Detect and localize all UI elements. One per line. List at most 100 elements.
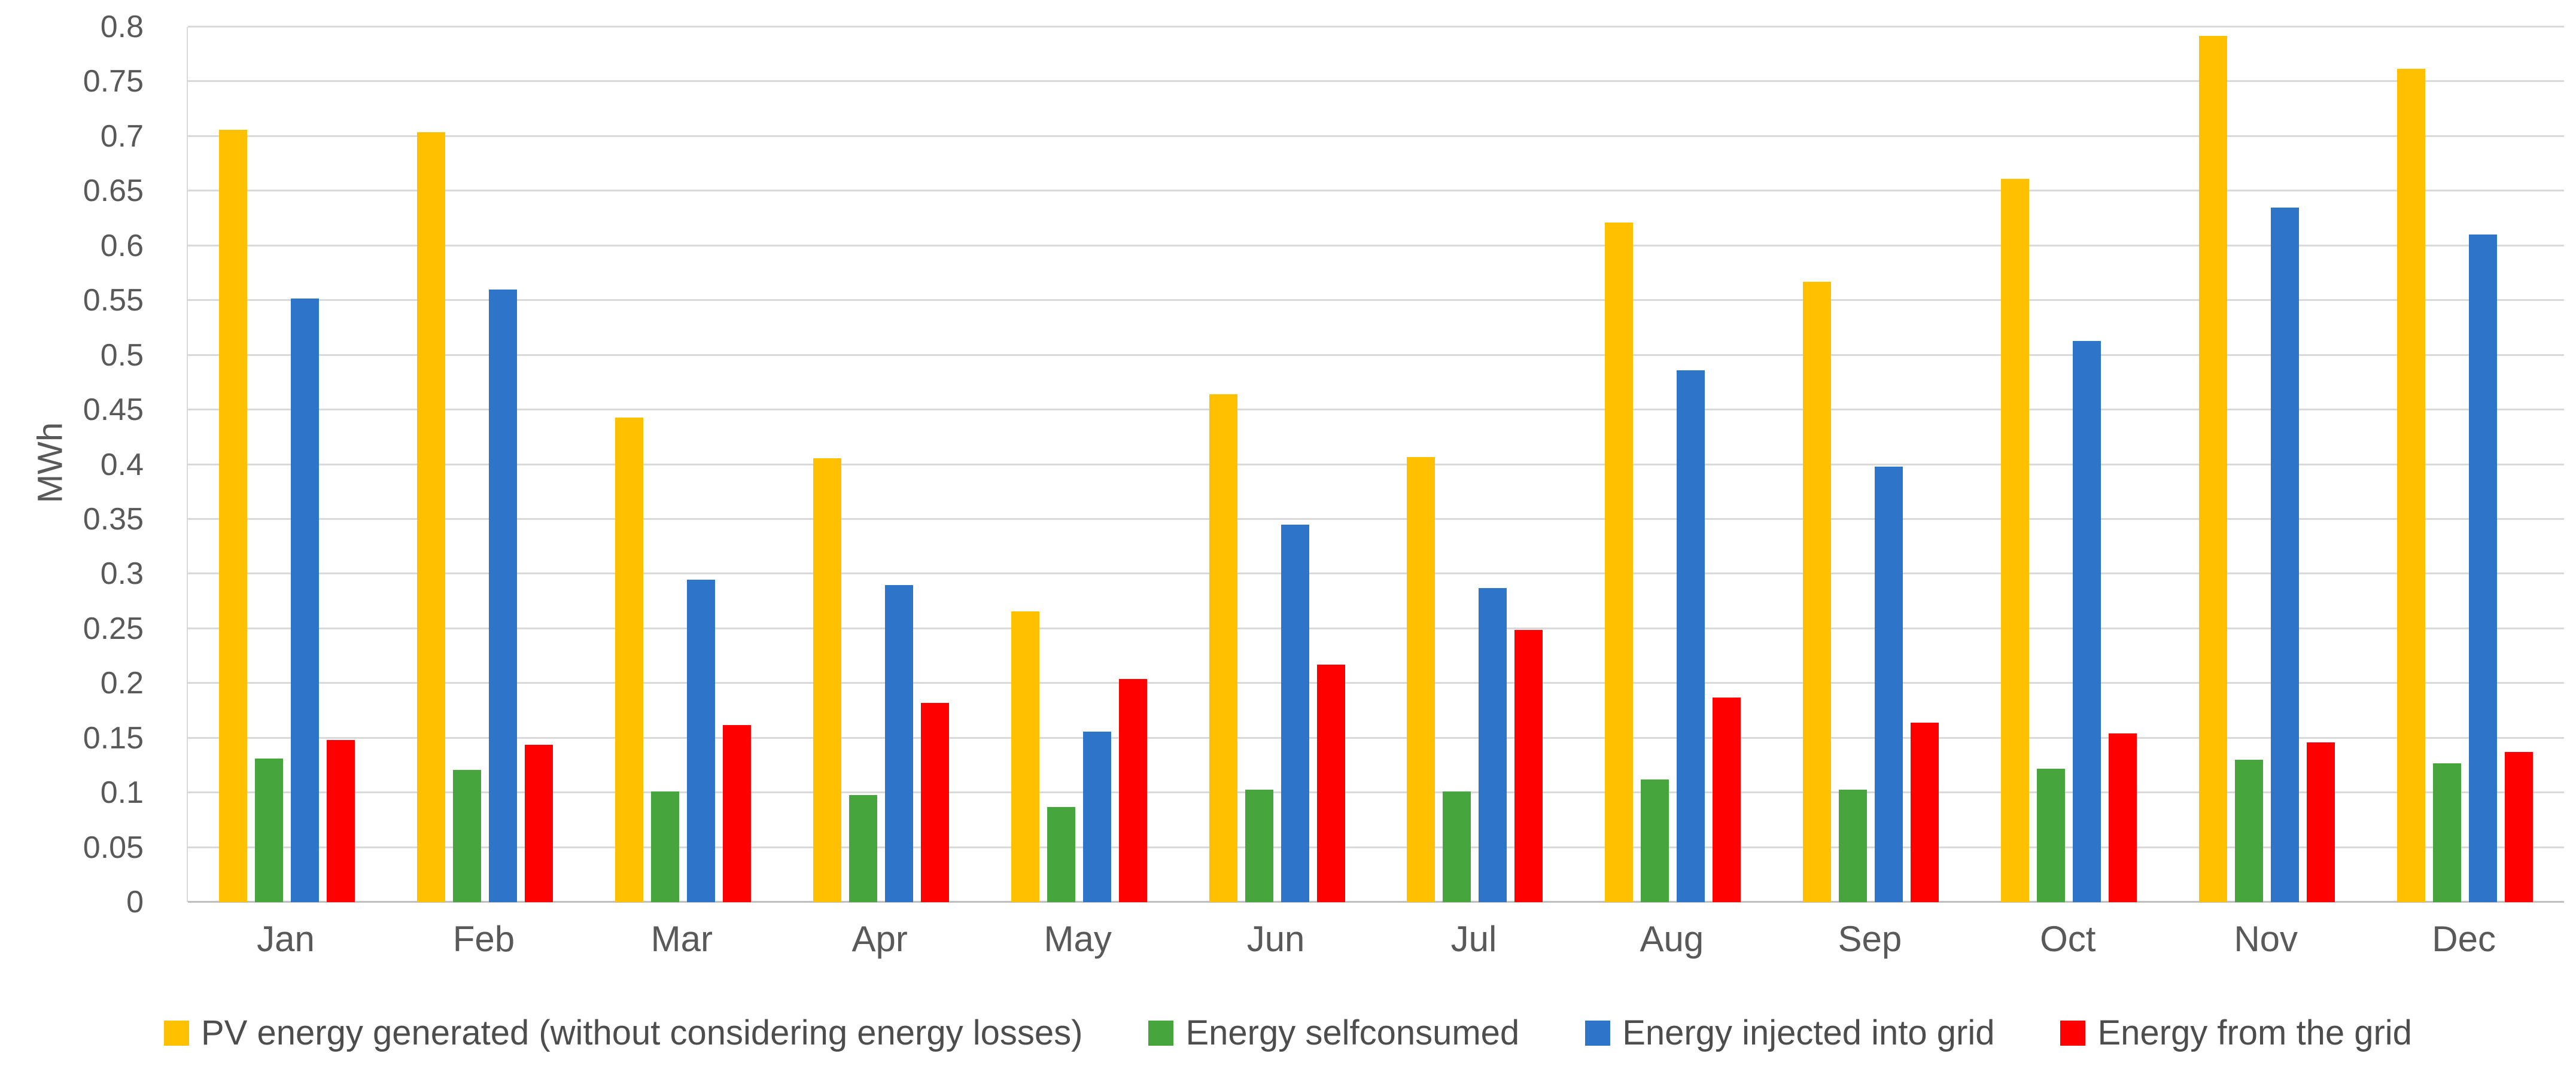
gridline (188, 135, 2564, 137)
bar (1245, 789, 1273, 902)
bar (326, 740, 355, 902)
bar (1407, 456, 1435, 902)
bar (1118, 678, 1147, 902)
bar (1641, 779, 1669, 902)
y-tick-label: 0.45 (83, 392, 144, 428)
x-category-label: Nov (2234, 919, 2298, 959)
legend-swatch-icon (2060, 1020, 2086, 1046)
bar-group-mar (584, 27, 782, 902)
bar-group-jun (1178, 27, 1376, 902)
x-category-label: Aug (1640, 919, 1704, 959)
bar (1803, 282, 1832, 902)
legend-item: Energy selfconsumed (1148, 1013, 1519, 1053)
gridline (188, 80, 2564, 83)
bar (2271, 207, 2300, 902)
bar (2433, 763, 2462, 902)
bar (722, 724, 751, 902)
bar (2001, 179, 2030, 902)
y-tick-label: 0.2 (100, 666, 144, 701)
x-category-label: Apr (851, 919, 908, 959)
y-tick-label: 0.8 (100, 10, 144, 44)
legend: PV energy generated (without considering… (0, 1013, 2576, 1053)
gridline (188, 409, 2564, 411)
y-tick-label: 0.6 (100, 228, 144, 263)
gridline (188, 26, 2564, 28)
bar (254, 759, 283, 902)
legend-swatch-icon (164, 1020, 190, 1046)
y-tick-label: 0.65 (83, 173, 144, 209)
bar (1443, 791, 1471, 902)
y-tick-label: 0.5 (100, 337, 144, 373)
bar-group-dec (2366, 27, 2564, 902)
legend-item: PV energy generated (without considering… (164, 1013, 1082, 1053)
x-category-label: Jun (1246, 919, 1305, 959)
bar-group-nov (2168, 27, 2366, 902)
y-tick-label: 0.1 (100, 775, 144, 811)
bar (848, 794, 877, 902)
bar (615, 417, 643, 902)
y-tick-label: 0.75 (83, 64, 144, 99)
y-tick-label: 0.35 (83, 501, 144, 537)
bar (1839, 789, 1868, 902)
bar (1316, 665, 1345, 902)
legend-swatch-icon (1585, 1020, 1611, 1046)
bar (1677, 370, 1705, 902)
gridline (188, 517, 2564, 520)
bar (1479, 588, 1507, 902)
bar (1047, 806, 1075, 902)
bar-group-feb (386, 27, 584, 902)
bar (1082, 731, 1111, 902)
bar (524, 744, 553, 902)
x-category-label: Dec (2432, 919, 2496, 959)
bar (2073, 340, 2101, 902)
bar (813, 458, 841, 902)
bar (2307, 742, 2335, 902)
bar (2505, 752, 2534, 902)
y-tick-label: 0.3 (100, 556, 144, 592)
bar (920, 703, 949, 902)
x-category-label: Mar (650, 919, 713, 959)
y-tick-label: 0.15 (83, 720, 144, 756)
bar (1281, 525, 1309, 902)
x-category-label: Sep (1838, 919, 1902, 959)
x-category-label: Jul (1450, 919, 1497, 959)
bar (2037, 768, 2066, 902)
bar (2235, 760, 2264, 902)
legend-label: Energy injected into grid (1622, 1013, 1995, 1052)
gridline (188, 190, 2564, 192)
legend-label: Energy selfconsumed (1185, 1013, 1520, 1052)
x-category-label: Feb (452, 919, 515, 959)
y-tick-label: 0.7 (100, 118, 144, 154)
x-category-label: May (1044, 919, 1112, 959)
bar-group-jan (188, 27, 386, 902)
gridline (188, 463, 2564, 465)
bar (488, 289, 517, 902)
bar (2109, 733, 2137, 902)
gridline (188, 244, 2564, 246)
bar (1875, 467, 1903, 902)
bar (1911, 723, 1939, 902)
bar (2199, 35, 2228, 902)
y-tick-label: 0.25 (83, 611, 144, 646)
gridline (188, 299, 2564, 302)
gridline (188, 627, 2564, 629)
y-tick-label: 0.55 (83, 283, 144, 318)
bar (1605, 223, 1634, 902)
bar (2397, 68, 2426, 902)
bar (1514, 629, 1543, 902)
bar (2469, 235, 2498, 902)
gridline (188, 736, 2564, 739)
bar-groups (188, 27, 2564, 902)
bar (650, 791, 679, 902)
bar-group-aug (1574, 27, 1772, 902)
bar (452, 769, 481, 902)
bar-group-may (980, 27, 1178, 902)
plot-area (187, 26, 2564, 903)
y-tick-label: 0.4 (100, 447, 144, 482)
legend-label: PV energy generated (without considering… (201, 1013, 1083, 1052)
x-category-label: Oct (2040, 919, 2096, 959)
bar (1209, 394, 1237, 902)
bar (686, 579, 715, 902)
legend-swatch-icon (1148, 1020, 1174, 1046)
